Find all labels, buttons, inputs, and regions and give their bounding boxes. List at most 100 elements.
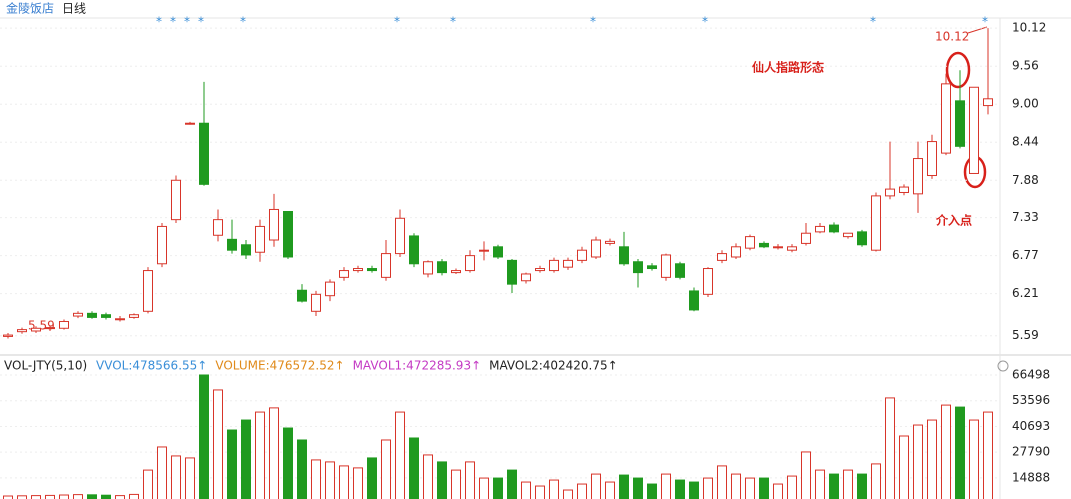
candle-body xyxy=(703,268,713,295)
candle-body xyxy=(773,246,783,249)
volume-bar xyxy=(927,419,937,499)
volume-bar xyxy=(451,469,461,499)
candle-body xyxy=(787,246,797,251)
candle-body xyxy=(199,122,209,185)
volume-bar xyxy=(17,495,27,499)
volume-bar xyxy=(423,454,433,499)
volume-bar xyxy=(717,465,727,499)
readout: MAVOL1:472285.93↑ xyxy=(353,359,482,373)
volume-bar xyxy=(689,481,699,499)
volume-bar xyxy=(591,473,601,499)
candle-body xyxy=(367,268,377,272)
volume-bar xyxy=(479,477,489,499)
volume-bar xyxy=(899,435,909,499)
volume-bar xyxy=(507,469,517,499)
volume-bar xyxy=(955,406,965,499)
candle-body xyxy=(507,259,517,285)
settings-icon[interactable] xyxy=(997,360,1009,372)
volume-bar xyxy=(409,437,419,499)
candle-body xyxy=(409,235,419,265)
max-label: 10.12 xyxy=(935,30,969,44)
y-tick-label: 9.56 xyxy=(1012,59,1039,73)
volume-bar xyxy=(913,424,923,499)
candle-body xyxy=(241,244,251,256)
y-tick-label: 7.88 xyxy=(1012,173,1039,187)
candle-body xyxy=(717,253,727,261)
stock-name: 金陵饭店 xyxy=(6,1,54,16)
volume-bar xyxy=(227,429,237,499)
volume-bar xyxy=(115,495,125,499)
readout: VVOL:478566.55↑ xyxy=(96,359,207,373)
volume-bar xyxy=(241,419,251,499)
candle-body xyxy=(591,239,601,258)
volume-bar xyxy=(843,469,853,499)
volume-bar xyxy=(815,469,825,499)
candle-body xyxy=(661,254,671,278)
volume-bar xyxy=(73,494,83,499)
y-tick-label: 9.00 xyxy=(1012,97,1039,111)
candle-body xyxy=(521,273,531,282)
highlight-circle xyxy=(945,51,971,89)
candle-body xyxy=(927,141,937,177)
marker: * xyxy=(170,15,176,29)
volume-bar xyxy=(297,439,307,499)
candle-body xyxy=(227,238,237,251)
candle-body xyxy=(283,210,293,258)
volume-bar xyxy=(633,477,643,499)
volume-bar xyxy=(283,427,293,499)
volume-bar xyxy=(171,455,181,499)
candle-body xyxy=(17,329,27,333)
candle-body xyxy=(619,246,629,265)
volume-bar xyxy=(339,465,349,499)
volume-bar xyxy=(619,474,629,499)
volume-bar xyxy=(801,451,811,499)
volume-bar xyxy=(941,404,951,499)
candle-body xyxy=(983,98,993,107)
volume-bar xyxy=(269,407,279,499)
y-tick-label: 7.33 xyxy=(1012,210,1039,224)
candle-body xyxy=(535,268,545,272)
y-tick-label: 14888 xyxy=(1012,470,1050,484)
marker: * xyxy=(450,15,456,29)
y-tick-label: 8.44 xyxy=(1012,135,1039,149)
volume-bar xyxy=(213,389,223,499)
candle-body xyxy=(815,225,825,233)
volume-bar xyxy=(353,467,363,499)
candle-body xyxy=(115,318,125,321)
y-tick-label: 40693 xyxy=(1012,419,1050,433)
marker: * xyxy=(198,15,204,29)
max-pointer xyxy=(967,26,988,34)
volume-bar xyxy=(563,489,573,499)
candle-body xyxy=(45,327,55,330)
candle-body xyxy=(185,122,195,125)
volume-bar xyxy=(969,419,979,499)
period: 日线 xyxy=(62,2,86,16)
candle-body xyxy=(577,249,587,261)
volume-bar xyxy=(885,397,895,499)
marker: * xyxy=(156,15,162,29)
candle-body xyxy=(955,100,965,147)
candle-body xyxy=(829,224,839,233)
candle-body xyxy=(689,290,699,311)
volume-bar xyxy=(647,483,657,499)
candle-body xyxy=(87,312,97,318)
candle-body xyxy=(871,195,881,251)
marker: * xyxy=(240,15,246,29)
volume-bar xyxy=(311,459,321,499)
candle-body xyxy=(31,327,41,332)
volume-bar xyxy=(381,439,391,499)
candle-body xyxy=(899,186,909,193)
volume-bar xyxy=(493,477,503,499)
candle-body xyxy=(143,270,153,312)
candle-body xyxy=(843,232,853,238)
candle-body xyxy=(171,179,181,221)
volume-bar xyxy=(143,469,153,499)
candle-body xyxy=(381,253,391,278)
volume-bar xyxy=(101,494,111,499)
candle-body xyxy=(969,86,979,174)
volume-bar xyxy=(703,477,713,499)
candle-body xyxy=(913,158,923,195)
volume-bar xyxy=(535,485,545,499)
volume-bar xyxy=(759,477,769,499)
candle-body xyxy=(129,314,139,318)
